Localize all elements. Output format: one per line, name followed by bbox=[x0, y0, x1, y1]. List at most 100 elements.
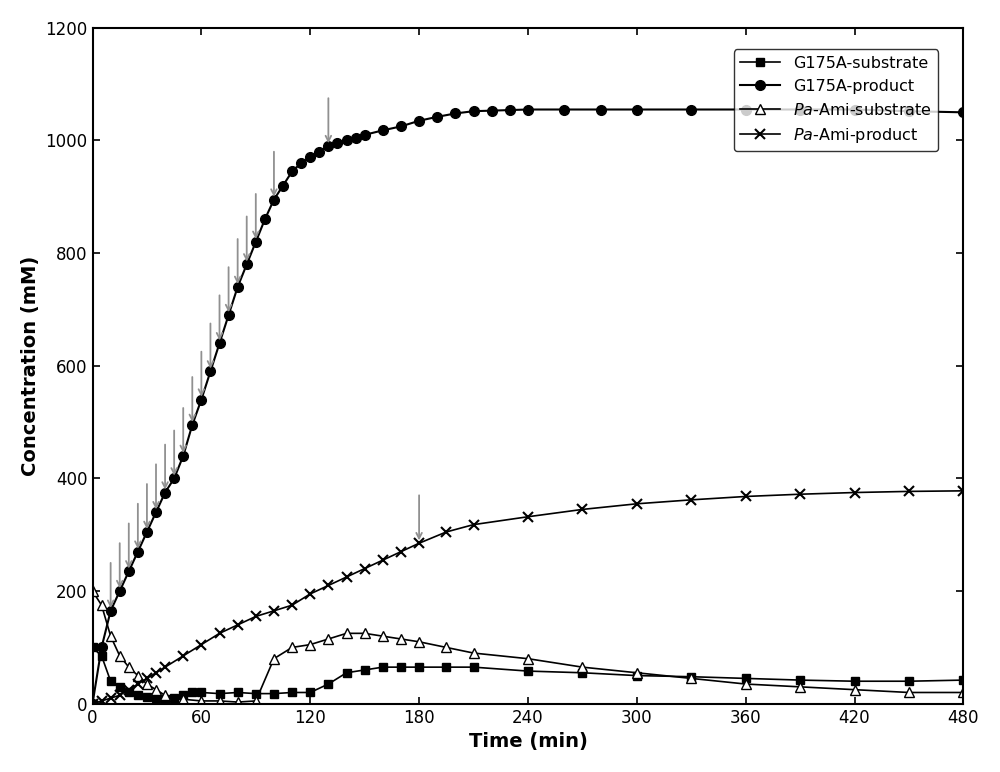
$Pa$-Ami-substrate bbox=[413, 637, 425, 646]
G175A-substrate bbox=[957, 676, 969, 685]
G175A-substrate bbox=[96, 652, 108, 661]
G175A-substrate bbox=[123, 688, 135, 697]
$Pa$-Ami-substrate bbox=[195, 696, 207, 706]
$Pa$-Ami-substrate bbox=[250, 696, 262, 706]
G175A-product bbox=[449, 109, 461, 118]
G175A-substrate bbox=[685, 672, 697, 682]
Line: $Pa$-Ami-substrate: $Pa$-Ami-substrate bbox=[88, 586, 968, 707]
$Pa$-Ami-product bbox=[440, 527, 452, 537]
G175A-product bbox=[150, 508, 162, 517]
G175A-product bbox=[331, 139, 343, 148]
G175A-product bbox=[522, 105, 534, 114]
$Pa$-Ami-substrate bbox=[468, 648, 480, 658]
G175A-product bbox=[341, 136, 353, 145]
G175A-product bbox=[259, 215, 271, 224]
$Pa$-Ami-product bbox=[141, 674, 153, 683]
$Pa$-Ami-substrate bbox=[123, 662, 135, 672]
G175A-product bbox=[595, 105, 607, 114]
G175A-substrate bbox=[105, 676, 117, 686]
$Pa$-Ami-product bbox=[341, 572, 353, 581]
$Pa$-Ami-product bbox=[150, 668, 162, 677]
$Pa$-Ami-substrate bbox=[341, 628, 353, 638]
$Pa$-Ami-product bbox=[685, 495, 697, 504]
G175A-substrate bbox=[177, 691, 189, 700]
$Pa$-Ami-substrate bbox=[232, 697, 244, 706]
G175A-substrate bbox=[232, 688, 244, 697]
$Pa$-Ami-substrate bbox=[576, 662, 588, 672]
G175A-product bbox=[204, 367, 216, 376]
$Pa$-Ami-substrate bbox=[685, 674, 697, 683]
G175A-substrate bbox=[250, 689, 262, 698]
G175A-substrate bbox=[440, 662, 452, 672]
$Pa$-Ami-product bbox=[159, 662, 171, 672]
$Pa$-Ami-substrate bbox=[849, 685, 861, 694]
$Pa$-Ami-product bbox=[87, 699, 99, 709]
G175A-substrate bbox=[359, 665, 371, 675]
G175A-substrate bbox=[141, 692, 153, 702]
$Pa$-Ami-product bbox=[132, 679, 144, 689]
G175A-substrate bbox=[114, 682, 126, 692]
$Pa$-Ami-substrate bbox=[395, 635, 407, 644]
$Pa$-Ami-product bbox=[631, 499, 643, 509]
G175A-substrate bbox=[903, 676, 915, 686]
G175A-product bbox=[504, 106, 516, 115]
G175A-product bbox=[322, 141, 334, 151]
G175A-product bbox=[223, 310, 235, 320]
G175A-product bbox=[168, 474, 180, 483]
$Pa$-Ami-substrate bbox=[105, 631, 117, 641]
$Pa$-Ami-product bbox=[359, 564, 371, 573]
$Pa$-Ami-substrate bbox=[286, 643, 298, 652]
G175A-product bbox=[241, 259, 253, 269]
G175A-product bbox=[286, 167, 298, 176]
G175A-substrate bbox=[268, 689, 280, 698]
$Pa$-Ami-product bbox=[177, 652, 189, 661]
G175A-product bbox=[87, 699, 99, 709]
$Pa$-Ami-product bbox=[395, 547, 407, 557]
$Pa$-Ami-product bbox=[740, 492, 752, 501]
$Pa$-Ami-product bbox=[96, 696, 108, 706]
G175A-product bbox=[631, 105, 643, 114]
G175A-product bbox=[304, 153, 316, 162]
G175A-substrate bbox=[195, 688, 207, 697]
G175A-product bbox=[413, 116, 425, 125]
G175A-substrate bbox=[150, 693, 162, 703]
G175A-product bbox=[359, 130, 371, 140]
G175A-product bbox=[295, 158, 307, 168]
$Pa$-Ami-substrate bbox=[794, 682, 806, 692]
$Pa$-Ami-substrate bbox=[440, 643, 452, 652]
G175A-product bbox=[903, 107, 915, 116]
Y-axis label: Concentration (mM): Concentration (mM) bbox=[21, 256, 40, 476]
G175A-substrate bbox=[794, 676, 806, 685]
G175A-product bbox=[195, 395, 207, 405]
G175A-product bbox=[186, 420, 198, 429]
G175A-substrate bbox=[395, 662, 407, 672]
$Pa$-Ami-substrate bbox=[740, 679, 752, 689]
G175A-substrate bbox=[849, 676, 861, 686]
$Pa$-Ami-substrate bbox=[377, 631, 389, 641]
$Pa$-Ami-product bbox=[232, 620, 244, 629]
$Pa$-Ami-product bbox=[286, 601, 298, 610]
G175A-product bbox=[558, 105, 570, 114]
$Pa$-Ami-product bbox=[576, 505, 588, 514]
G175A-substrate bbox=[159, 695, 171, 704]
G175A-product bbox=[740, 105, 752, 114]
G175A-substrate bbox=[304, 688, 316, 697]
G175A-substrate bbox=[631, 671, 643, 680]
$Pa$-Ami-product bbox=[957, 486, 969, 496]
Legend: G175A-substrate, G175A-product, $Pa$-Ami-substrate, $Pa$-Ami-product: G175A-substrate, G175A-product, $Pa$-Ami… bbox=[734, 49, 938, 151]
G175A-product bbox=[132, 547, 144, 557]
$Pa$-Ami-substrate bbox=[304, 640, 316, 649]
G175A-product bbox=[177, 452, 189, 461]
$Pa$-Ami-substrate bbox=[903, 688, 915, 697]
G175A-substrate bbox=[413, 662, 425, 672]
Line: G175A-substrate: G175A-substrate bbox=[89, 644, 967, 703]
$Pa$-Ami-substrate bbox=[631, 668, 643, 677]
$Pa$-Ami-product bbox=[522, 512, 534, 521]
$Pa$-Ami-substrate bbox=[214, 696, 226, 706]
G175A-substrate bbox=[377, 662, 389, 672]
$Pa$-Ami-product bbox=[214, 628, 226, 638]
$Pa$-Ami-substrate bbox=[359, 628, 371, 638]
$Pa$-Ami-product bbox=[794, 489, 806, 499]
X-axis label: Time (min): Time (min) bbox=[469, 732, 587, 751]
$Pa$-Ami-substrate bbox=[957, 688, 969, 697]
